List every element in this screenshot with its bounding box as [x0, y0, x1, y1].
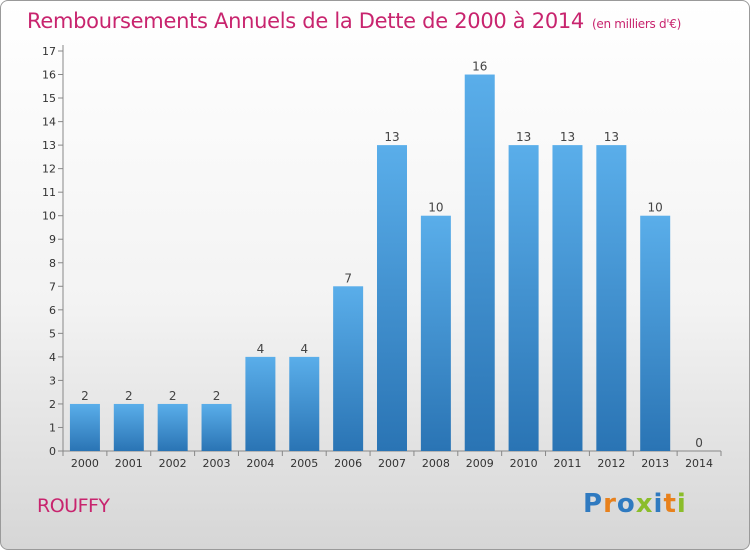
logo-letter: P: [583, 489, 604, 519]
bar-value-label: 7: [344, 271, 352, 285]
bar-value-label: 2: [81, 389, 89, 403]
bar-value-label: 2: [213, 389, 221, 403]
y-tick-label: 13: [42, 139, 56, 152]
bar-value-label: 2: [169, 389, 177, 403]
logo-letter: i: [653, 489, 664, 519]
logo-letter: o: [616, 489, 636, 519]
logo-letter: r: [603, 489, 617, 519]
y-tick-label: 16: [42, 69, 56, 82]
bar: [69, 403, 100, 451]
bar: [113, 403, 144, 451]
x-tick-label: 2003: [203, 457, 231, 470]
y-tick-label: 12: [42, 163, 56, 176]
x-tick-label: 2013: [641, 457, 669, 470]
bar: [377, 145, 407, 451]
x-tick-label: 2006: [334, 457, 362, 470]
y-tick-label: 1: [49, 421, 56, 434]
y-tick-label: 4: [49, 351, 56, 364]
bar: [333, 286, 364, 451]
bar-value-label: 16: [472, 60, 487, 74]
bar-value-label: 13: [560, 130, 575, 144]
bar: [640, 215, 671, 451]
logo-letter: i: [676, 489, 687, 519]
y-tick-label: 8: [49, 257, 56, 270]
bar-value-label: 13: [516, 130, 531, 144]
y-tick-label: 6: [49, 304, 56, 317]
logo-letter: t: [663, 489, 677, 519]
y-tick-label: 3: [49, 374, 56, 387]
y-tick-label: 5: [49, 327, 56, 340]
x-tick-label: 2011: [553, 457, 581, 470]
x-tick-label: 2012: [597, 457, 625, 470]
x-tick-label: 2000: [71, 457, 99, 470]
logo-letter: x: [635, 489, 654, 519]
bar-value-label: 13: [384, 130, 399, 144]
y-tick-label: 17: [42, 45, 56, 58]
x-tick-label: 2014: [685, 457, 713, 470]
y-tick-label: 10: [42, 210, 56, 223]
title-text: Remboursements Annuels de la Dette de 20…: [27, 9, 584, 33]
unit-label: (en milliers d'€): [592, 17, 682, 31]
y-tick-label: 7: [49, 280, 56, 293]
y-tick-label: 2: [49, 398, 56, 411]
place-name: ROUFFY: [37, 495, 110, 517]
bar: [289, 356, 320, 451]
x-tick-label: 2002: [159, 457, 187, 470]
bar-value-label: 4: [257, 342, 265, 356]
bar: [420, 215, 451, 451]
bar-value-label: 13: [604, 130, 619, 144]
bar: [245, 356, 276, 451]
bar-value-label: 4: [300, 342, 308, 356]
x-tick-label: 2008: [422, 457, 450, 470]
bar-value-label: 2: [125, 389, 133, 403]
bar: [508, 145, 539, 451]
bar: [464, 74, 495, 451]
bar: [552, 145, 583, 451]
chart-title: Remboursements Annuels de la Dette de 20…: [27, 9, 681, 33]
x-tick-label: 2001: [115, 457, 143, 470]
bar-value-label: 0: [695, 436, 703, 450]
y-tick-label: 15: [42, 92, 56, 105]
proxiti-logo: Proxiti: [583, 489, 687, 519]
y-tick-label: 0: [49, 445, 56, 458]
y-tick-label: 11: [42, 186, 56, 199]
y-tick-label: 9: [49, 233, 56, 246]
bar: [157, 403, 188, 451]
x-tick-label: 2004: [246, 457, 274, 470]
x-tick-label: 2010: [510, 457, 538, 470]
x-tick-label: 2005: [290, 457, 318, 470]
x-tick-label: 2007: [378, 457, 406, 470]
bar-value-label: 10: [648, 201, 663, 215]
bar: [201, 403, 232, 451]
x-tick-label: 2009: [466, 457, 494, 470]
bar: [596, 145, 627, 451]
y-tick-label: 14: [42, 116, 56, 129]
bar-value-label: 10: [428, 201, 443, 215]
